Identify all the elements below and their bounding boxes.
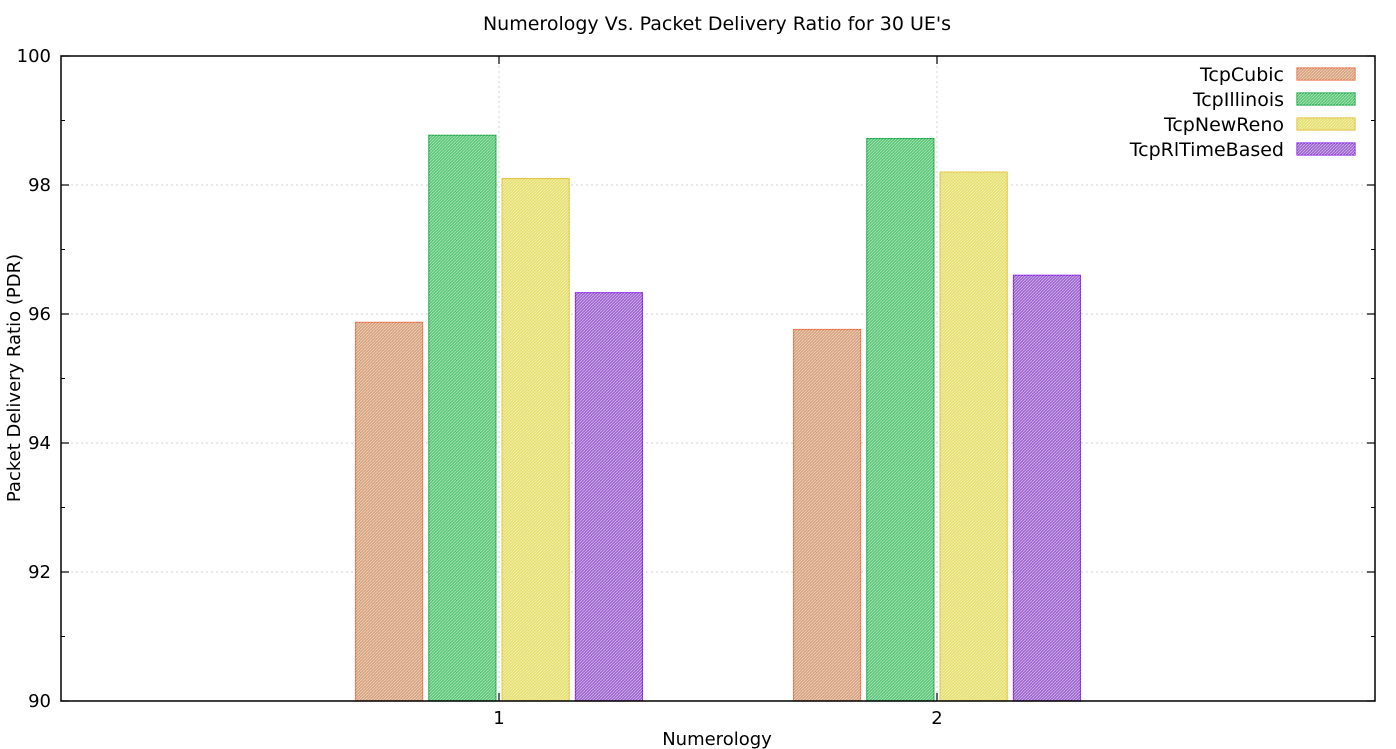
legend: TcpCubic TcpIllinois TcpNewReno TcpRlTimeBa… [1129, 64, 1356, 161]
legend-label: TcpIllinois [1192, 89, 1284, 111]
y-tick-label: 90 [28, 691, 51, 712]
y-tick-label: 98 [28, 175, 51, 196]
bar-hatch [940, 172, 1008, 702]
y-tick-label: 100 [17, 46, 51, 67]
bar-hatch [502, 178, 570, 702]
x-tick-label: 2 [931, 708, 942, 729]
bars [354, 134, 1082, 702]
bar-hatch [866, 138, 934, 701]
legend-swatch-hatch [1297, 68, 1355, 80]
legend-swatch-hatch [1297, 143, 1355, 155]
chart-title: Numerology Vs. Packet Delivery Ratio for… [483, 13, 951, 35]
legend-label: TcpRlTimeBased [1129, 139, 1284, 161]
bar-hatch [793, 329, 861, 701]
y-axis-title: Packet Delivery Ratio (PDR) [4, 254, 25, 502]
bar-hatch [1013, 275, 1081, 701]
legend-swatch-hatch [1297, 93, 1355, 105]
y-tick-label: 92 [28, 562, 51, 583]
bar-hatch [575, 292, 643, 701]
x-tick-label: 1 [493, 708, 504, 729]
y-tick-label: 94 [28, 433, 51, 454]
axis-ticks: 90 92 94 96 98 100 1 2 [17, 46, 1375, 729]
legend-swatch-hatch [1297, 118, 1355, 130]
bar-hatch [428, 135, 496, 701]
legend-label: TcpNewReno [1163, 114, 1284, 136]
y-tick-label: 96 [28, 304, 51, 325]
x-axis-title: Numerology [662, 729, 772, 749]
bar-hatch [355, 322, 423, 701]
grid-lines [61, 56, 1375, 701]
legend-label: TcpCubic [1199, 64, 1284, 86]
